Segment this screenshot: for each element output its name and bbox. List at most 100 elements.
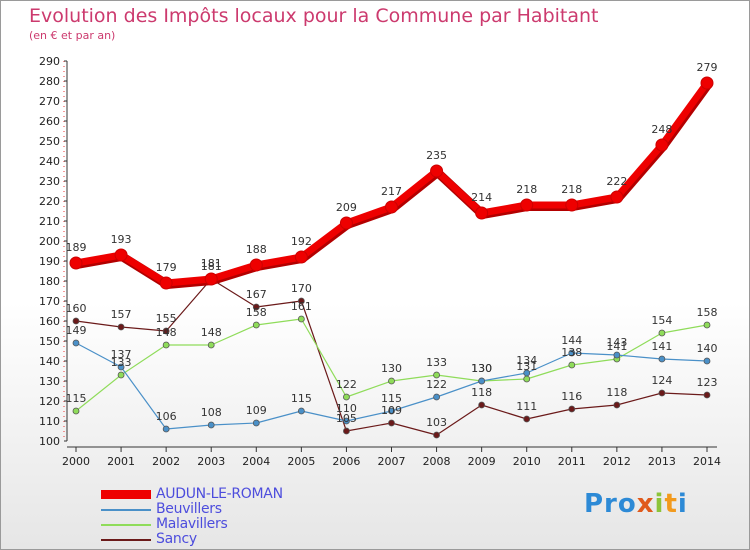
data-point-sancy [568, 405, 576, 413]
data-point-audun-le-roman [249, 258, 263, 272]
y-tick-label: 280 [39, 75, 60, 88]
data-label-sancy: 116 [561, 390, 582, 403]
data-label-malavillers: 158 [246, 306, 267, 319]
data-label-beuvillers: 143 [606, 336, 627, 349]
y-tick-label: 260 [39, 115, 60, 128]
data-label-sancy: 118 [606, 386, 627, 399]
data-point-sancy [343, 427, 350, 435]
data-point-sancy [523, 415, 531, 423]
data-point-sancy [613, 401, 621, 409]
data-point-beuvillers [478, 377, 486, 385]
data-label-beuvillers: 130 [471, 362, 492, 375]
data-label-beuvillers: 109 [246, 404, 267, 417]
data-label-malavillers: 133 [111, 356, 132, 369]
data-point-beuvillers [388, 407, 395, 415]
data-point-beuvillers [343, 417, 350, 425]
data-point-beuvillers [117, 363, 125, 371]
legend-swatch [101, 509, 151, 511]
y-tick-label: 210 [39, 215, 60, 228]
data-point-audun-le-roman [475, 206, 489, 220]
data-label-beuvillers: 149 [66, 324, 87, 337]
data-label-audun-le-roman: 279 [697, 61, 718, 74]
data-label-malavillers: 138 [561, 346, 582, 359]
data-label-beuvillers: 134 [516, 354, 537, 367]
data-point-beuvillers [72, 339, 80, 347]
data-label-audun-le-roman: 193 [111, 233, 132, 246]
x-tick-label: 2010 [513, 455, 541, 468]
data-label-audun-le-roman: 189 [66, 241, 87, 254]
data-label-audun-le-roman: 248 [651, 123, 672, 136]
data-point-sancy [433, 431, 440, 439]
data-point-beuvillers [297, 407, 305, 415]
y-tick-label: 220 [39, 195, 60, 208]
data-point-malavillers [388, 377, 395, 385]
data-point-audun-le-roman [385, 200, 398, 214]
y-tick-label: 170 [39, 295, 60, 308]
data-point-beuvillers [568, 349, 576, 357]
y-tick-label: 230 [39, 175, 60, 188]
y-tick-label: 240 [39, 155, 60, 168]
data-label-sancy: 105 [336, 412, 357, 425]
data-point-audun-le-roman [520, 198, 534, 212]
data-label-sancy: 109 [381, 404, 402, 417]
y-tick-label: 130 [39, 375, 60, 388]
data-point-audun-le-roman [294, 250, 308, 264]
data-point-beuvillers [207, 421, 215, 429]
legend-swatch [101, 524, 151, 526]
data-point-malavillers [658, 329, 666, 337]
data-label-sancy: 103 [426, 416, 447, 429]
data-point-malavillers [162, 341, 170, 349]
proxiti-logo: Proxiti [584, 489, 688, 519]
legend-label: Malavillers [156, 516, 228, 532]
y-tick-label: 200 [39, 235, 60, 248]
y-tick-label: 180 [39, 275, 60, 288]
data-label-audun-le-roman: 222 [606, 175, 627, 188]
x-tick-label: 2007 [378, 455, 406, 468]
data-label-sancy: 118 [471, 386, 492, 399]
x-tick-label: 2000 [62, 455, 90, 468]
x-tick-label: 2001 [107, 455, 135, 468]
data-label-sancy: 155 [156, 312, 177, 325]
data-point-malavillers [297, 315, 305, 323]
data-point-sancy [478, 401, 486, 409]
data-label-beuvillers: 137 [111, 348, 132, 361]
data-point-audun-le-roman [565, 198, 579, 212]
data-point-audun-le-roman [114, 248, 128, 262]
data-point-sancy [162, 327, 170, 335]
data-label-sancy: 167 [246, 288, 267, 301]
data-label-sancy: 123 [697, 376, 718, 389]
legend-label: Beuvillers [156, 501, 222, 517]
data-point-malavillers [523, 375, 531, 383]
data-label-malavillers: 130 [471, 362, 492, 375]
y-tick-label: 290 [39, 55, 60, 68]
x-tick-label: 2005 [287, 455, 315, 468]
data-point-malavillers [72, 407, 80, 415]
data-label-malavillers: 148 [156, 326, 177, 339]
data-label-beuvillers: 108 [201, 406, 222, 419]
data-label-beuvillers: 140 [697, 342, 718, 355]
x-tick-label: 2009 [468, 455, 496, 468]
data-label-sancy: 160 [66, 302, 87, 315]
data-label-beuvillers: 122 [426, 378, 447, 391]
data-label-beuvillers: 144 [561, 334, 582, 347]
data-label-beuvillers: 115 [291, 392, 312, 405]
y-tick-label: 110 [39, 415, 60, 428]
legend-label: AUDUN-LE-ROMAN [156, 486, 283, 502]
data-label-sancy: 181 [201, 260, 222, 273]
data-point-beuvillers [433, 393, 440, 401]
y-tick-label: 160 [39, 315, 60, 328]
data-label-audun-le-roman: 214 [471, 191, 492, 204]
data-label-beuvillers: 106 [156, 410, 177, 423]
data-label-beuvillers: 115 [381, 392, 402, 405]
data-label-malavillers: 130 [381, 362, 402, 375]
data-point-malavillers [252, 321, 260, 329]
data-label-audun-le-roman: 218 [516, 183, 537, 196]
data-point-beuvillers [523, 369, 531, 377]
legend-label: Sancy [156, 531, 197, 547]
data-point-audun-le-roman [655, 138, 669, 152]
data-point-beuvillers [162, 425, 170, 433]
data-point-audun-le-roman [610, 190, 624, 204]
data-label-malavillers: 133 [426, 356, 447, 369]
data-label-malavillers: 122 [336, 378, 357, 391]
data-label-malavillers: 148 [201, 326, 222, 339]
